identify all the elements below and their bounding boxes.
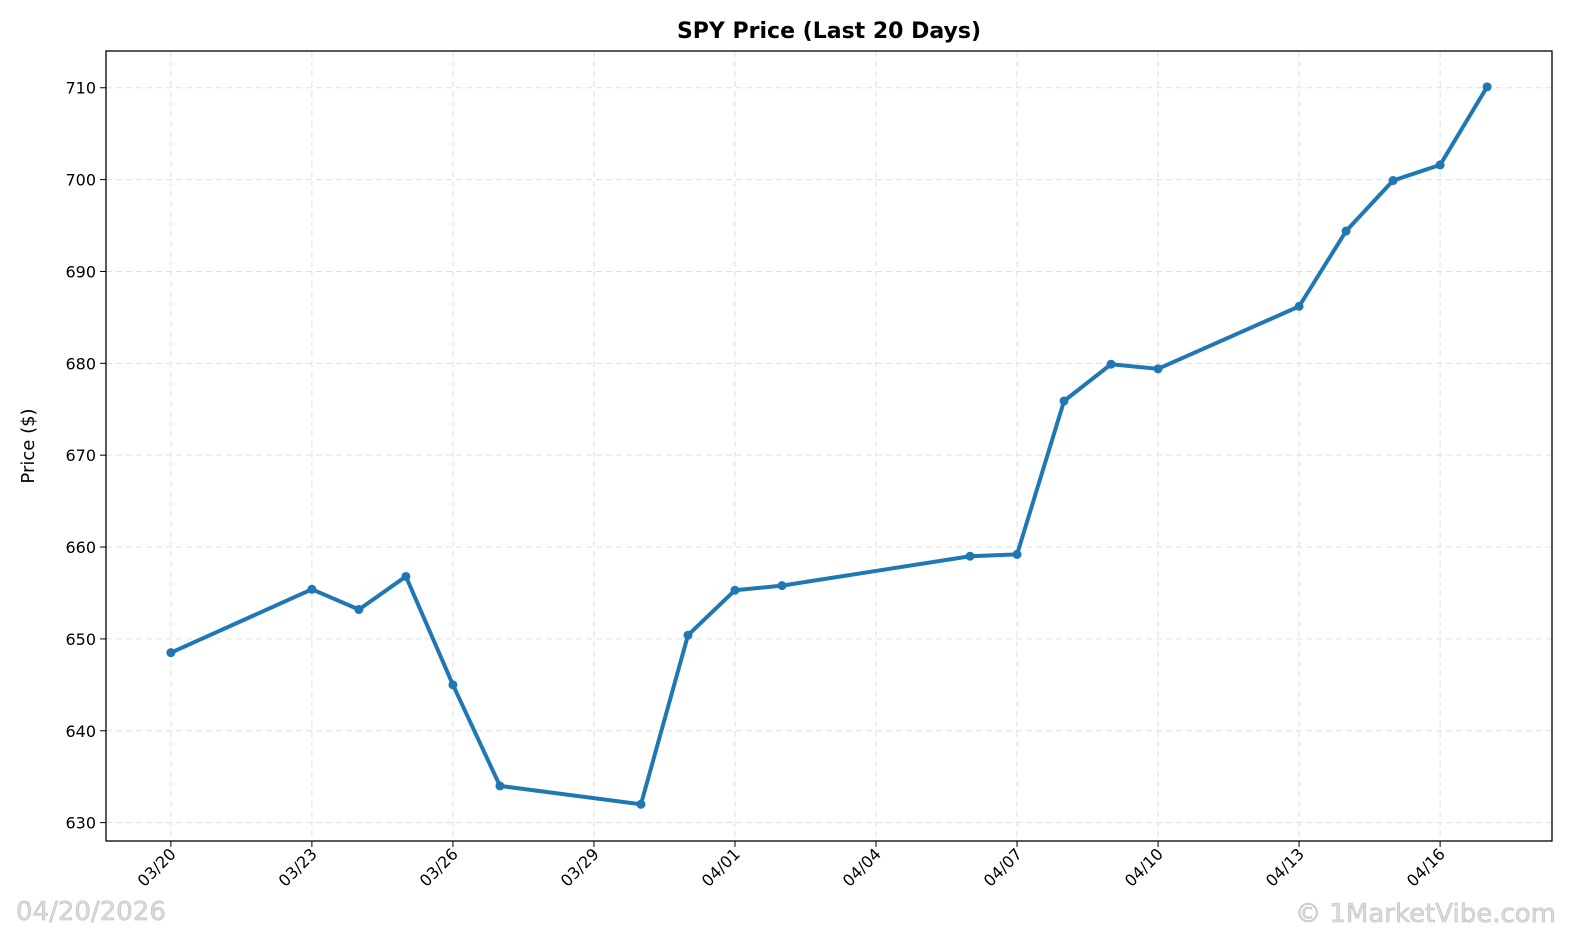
chart-title: SPY Price (Last 20 Days) <box>677 19 981 44</box>
x-tick-label: 03/29 <box>557 844 603 890</box>
data-point-04-06 <box>965 551 975 561</box>
data-point-04-08 <box>1059 396 1069 406</box>
y-tick-label: 700 <box>65 171 96 190</box>
plot-frame <box>105 50 1553 842</box>
y-tick-label: 650 <box>65 630 96 649</box>
data-point-04-17 <box>1482 82 1492 92</box>
y-tick-label: 680 <box>65 354 96 373</box>
data-point-03-27 <box>495 781 505 791</box>
x-tick-label: 04/10 <box>1121 844 1167 890</box>
data-point-03-24 <box>354 605 364 615</box>
data-point-03-30 <box>636 799 646 809</box>
x-tick-label: 04/13 <box>1262 844 1308 890</box>
watermark-date: 04/20/2026 <box>16 897 166 927</box>
x-tick-label: 04/07 <box>980 844 1026 890</box>
y-tick-label: 660 <box>65 538 96 557</box>
x-tick-label: 04/01 <box>698 844 744 890</box>
y-tick-label: 690 <box>65 262 96 281</box>
data-point-04-01 <box>730 585 740 595</box>
data-point-04-10 <box>1153 364 1163 374</box>
x-tick-label: 04/16 <box>1403 844 1449 890</box>
x-tick-label: 03/20 <box>134 844 180 890</box>
y-tick-label: 670 <box>65 446 96 465</box>
data-point-04-15 <box>1388 176 1398 186</box>
data-point-04-02 <box>777 581 787 591</box>
price-line <box>170 85 1489 807</box>
watermark-copyright: © 1MarketVibe.com <box>1295 899 1556 929</box>
data-point-03-25 <box>401 571 411 581</box>
data-point-04-07 <box>1012 549 1022 559</box>
y-tick-label: 640 <box>65 722 96 741</box>
y-tick-label: 710 <box>65 79 96 98</box>
data-point-03-20 <box>166 648 176 658</box>
data-point-03-31 <box>683 630 693 640</box>
data-point-04-16 <box>1435 160 1445 170</box>
y-axis-label: Price ($) <box>18 408 39 483</box>
axis-ticks: 630 640 650 660 670 680 690 700 710 03/20 03/23 03/… <box>65 79 1448 891</box>
data-points <box>166 82 1492 809</box>
data-point-04-14 <box>1341 226 1351 236</box>
data-point-03-26 <box>448 680 458 690</box>
data-point-04-13 <box>1294 301 1304 311</box>
data-point-04-09 <box>1106 359 1116 369</box>
data-point-03-23 <box>307 584 317 594</box>
x-tick-label: 03/26 <box>416 844 462 890</box>
x-tick-label: 03/23 <box>275 844 321 890</box>
y-tick-label: 630 <box>65 814 96 833</box>
grid <box>106 51 1552 841</box>
x-tick-label: 04/04 <box>839 844 885 890</box>
